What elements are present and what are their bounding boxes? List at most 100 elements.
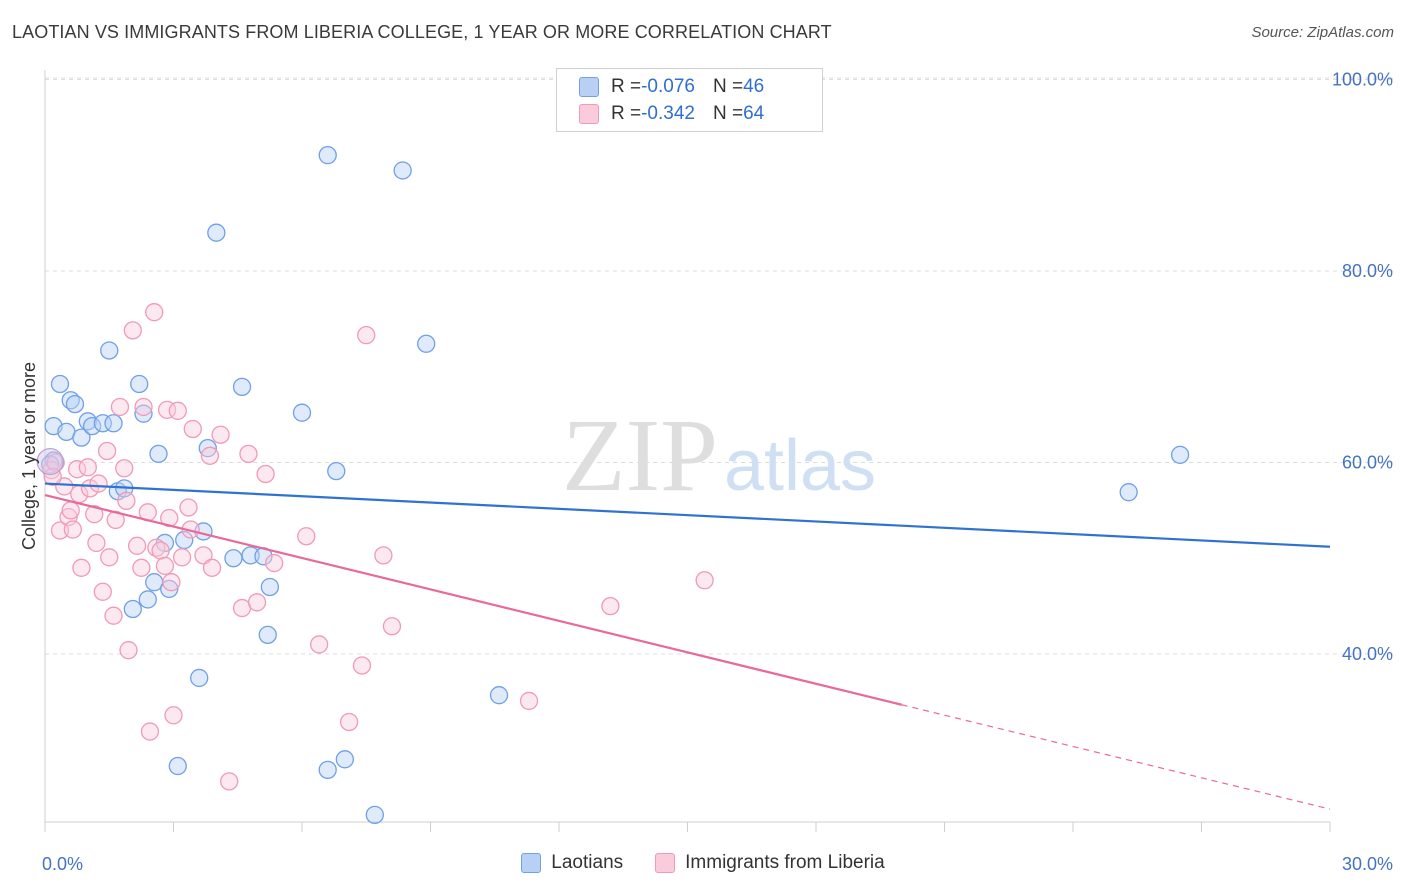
legend-item-laotians: Laotians: [521, 852, 623, 874]
point-liberia: [183, 419, 202, 439]
point-liberia: [309, 635, 329, 654]
point-liberia: [357, 326, 376, 345]
legend-row-liberia: R = -0.342 N = 64: [579, 102, 764, 126]
y-tick-label: 40.0%: [1342, 644, 1393, 664]
point-liberia: [117, 491, 136, 510]
point-liberia: [211, 425, 230, 444]
y-tick-label: 60.0%: [1342, 453, 1393, 473]
point-laotians: [1170, 445, 1190, 464]
point-laotians: [190, 668, 209, 688]
point-liberia: [100, 548, 119, 567]
legend-label-laotians: Laotians: [551, 852, 624, 873]
chart-title: LAOTIAN VS IMMIGRANTS FROM LIBERIA COLLE…: [12, 22, 832, 42]
source-label: Source: ZipAtlas.com: [1251, 24, 1394, 41]
point-laotians: [134, 404, 153, 423]
point-liberia: [127, 536, 147, 555]
point-laotians: [417, 334, 436, 353]
point-liberia: [151, 541, 170, 560]
point-laotians: [104, 414, 123, 433]
point-liberia: [93, 582, 112, 601]
point-liberia: [168, 401, 187, 420]
point-liberia: [265, 553, 284, 573]
point-liberia: [72, 558, 91, 577]
point-laotians: [292, 403, 312, 422]
watermark: ZIP atlas: [562, 398, 876, 513]
point-liberia: [89, 474, 108, 493]
point-laotians: [168, 756, 187, 776]
point-liberia: [50, 521, 70, 540]
trend-line-laotians: [44, 482, 1331, 548]
watermark-zip: ZIP: [562, 398, 718, 513]
point-liberia: [601, 596, 620, 616]
point-liberia: [339, 712, 359, 732]
point-liberia: [695, 571, 714, 590]
point-laotians: [149, 444, 168, 464]
point-laotians: [100, 341, 119, 360]
point-laotians: [489, 686, 509, 705]
point-liberia: [87, 533, 106, 553]
point-laotians: [365, 805, 384, 825]
legend-r-value: -0.076: [641, 76, 695, 97]
legend-swatch-liberia: [579, 104, 599, 124]
point-liberia: [162, 573, 181, 592]
legend-r-label: R =: [611, 103, 642, 124]
point-laotians: [335, 750, 354, 769]
point-liberia: [164, 706, 183, 725]
point-laotians: [224, 549, 243, 568]
point-laotians: [138, 590, 157, 609]
grid-lines: [45, 77, 1395, 655]
trend-lines: [44, 482, 1331, 810]
point-liberia: [297, 527, 316, 546]
point-laotians: [207, 223, 226, 242]
legend-n-value: 64: [743, 103, 765, 124]
correlation-legend: R = -0.076 N = 46 R = -0.342 N = 64: [556, 68, 823, 132]
point-liberia: [172, 548, 192, 567]
point-liberia: [352, 656, 372, 675]
point-laotians: [258, 625, 277, 644]
legend-r-label: R =: [611, 76, 642, 97]
point-laotians: [241, 546, 260, 565]
point-liberia: [220, 772, 239, 791]
point-liberia: [374, 546, 393, 565]
legend-n-value: 46: [743, 76, 765, 97]
axes: [44, 70, 1331, 832]
point-liberia: [85, 505, 104, 524]
y-tick-label: 80.0%: [1342, 261, 1393, 281]
legend-row-laotians: R = -0.076 N = 46: [579, 75, 764, 99]
point-liberia: [110, 397, 130, 417]
point-laotians: [82, 416, 102, 436]
legend-n-label: N =: [712, 76, 744, 97]
y-axis-title: College, 1 year or more: [19, 362, 39, 550]
point-cluster: [36, 447, 64, 476]
point-liberia: [119, 641, 138, 660]
point-laotians: [160, 579, 179, 599]
data-points: [36, 145, 1190, 825]
point-laotians: [327, 461, 346, 481]
point-laotians: [65, 394, 85, 414]
legend-item-liberia: Immigrants from Liberia: [655, 852, 885, 874]
point-liberia: [202, 558, 222, 577]
point-liberia: [123, 321, 142, 340]
point-laotians: [318, 145, 337, 165]
point-liberia: [134, 397, 153, 417]
point-laotians: [123, 599, 142, 619]
point-liberia: [200, 446, 220, 465]
point-liberia: [239, 444, 258, 464]
point-laotians: [260, 577, 280, 597]
watermark-atlas: atlas: [724, 426, 876, 506]
legend-swatch-liberia: [655, 853, 676, 873]
tick-labels: 40.0% 60.0% 80.0% 100.0% 0.0% 30.0%: [42, 70, 1393, 875]
point-laotians: [72, 428, 91, 447]
legend-r-value: -0.342: [641, 103, 695, 124]
y-tick-label: 100.0%: [1332, 70, 1393, 90]
legend-n-label: N =: [712, 103, 744, 124]
point-laotians: [50, 374, 70, 394]
point-liberia: [247, 593, 267, 612]
x-tick-label: 0.0%: [42, 854, 83, 874]
point-laotians: [1119, 483, 1138, 502]
point-laotians: [318, 760, 337, 780]
legend-label-liberia: Immigrants from Liberia: [685, 852, 885, 873]
point-laotians: [93, 414, 112, 433]
point-liberia: [140, 722, 160, 741]
